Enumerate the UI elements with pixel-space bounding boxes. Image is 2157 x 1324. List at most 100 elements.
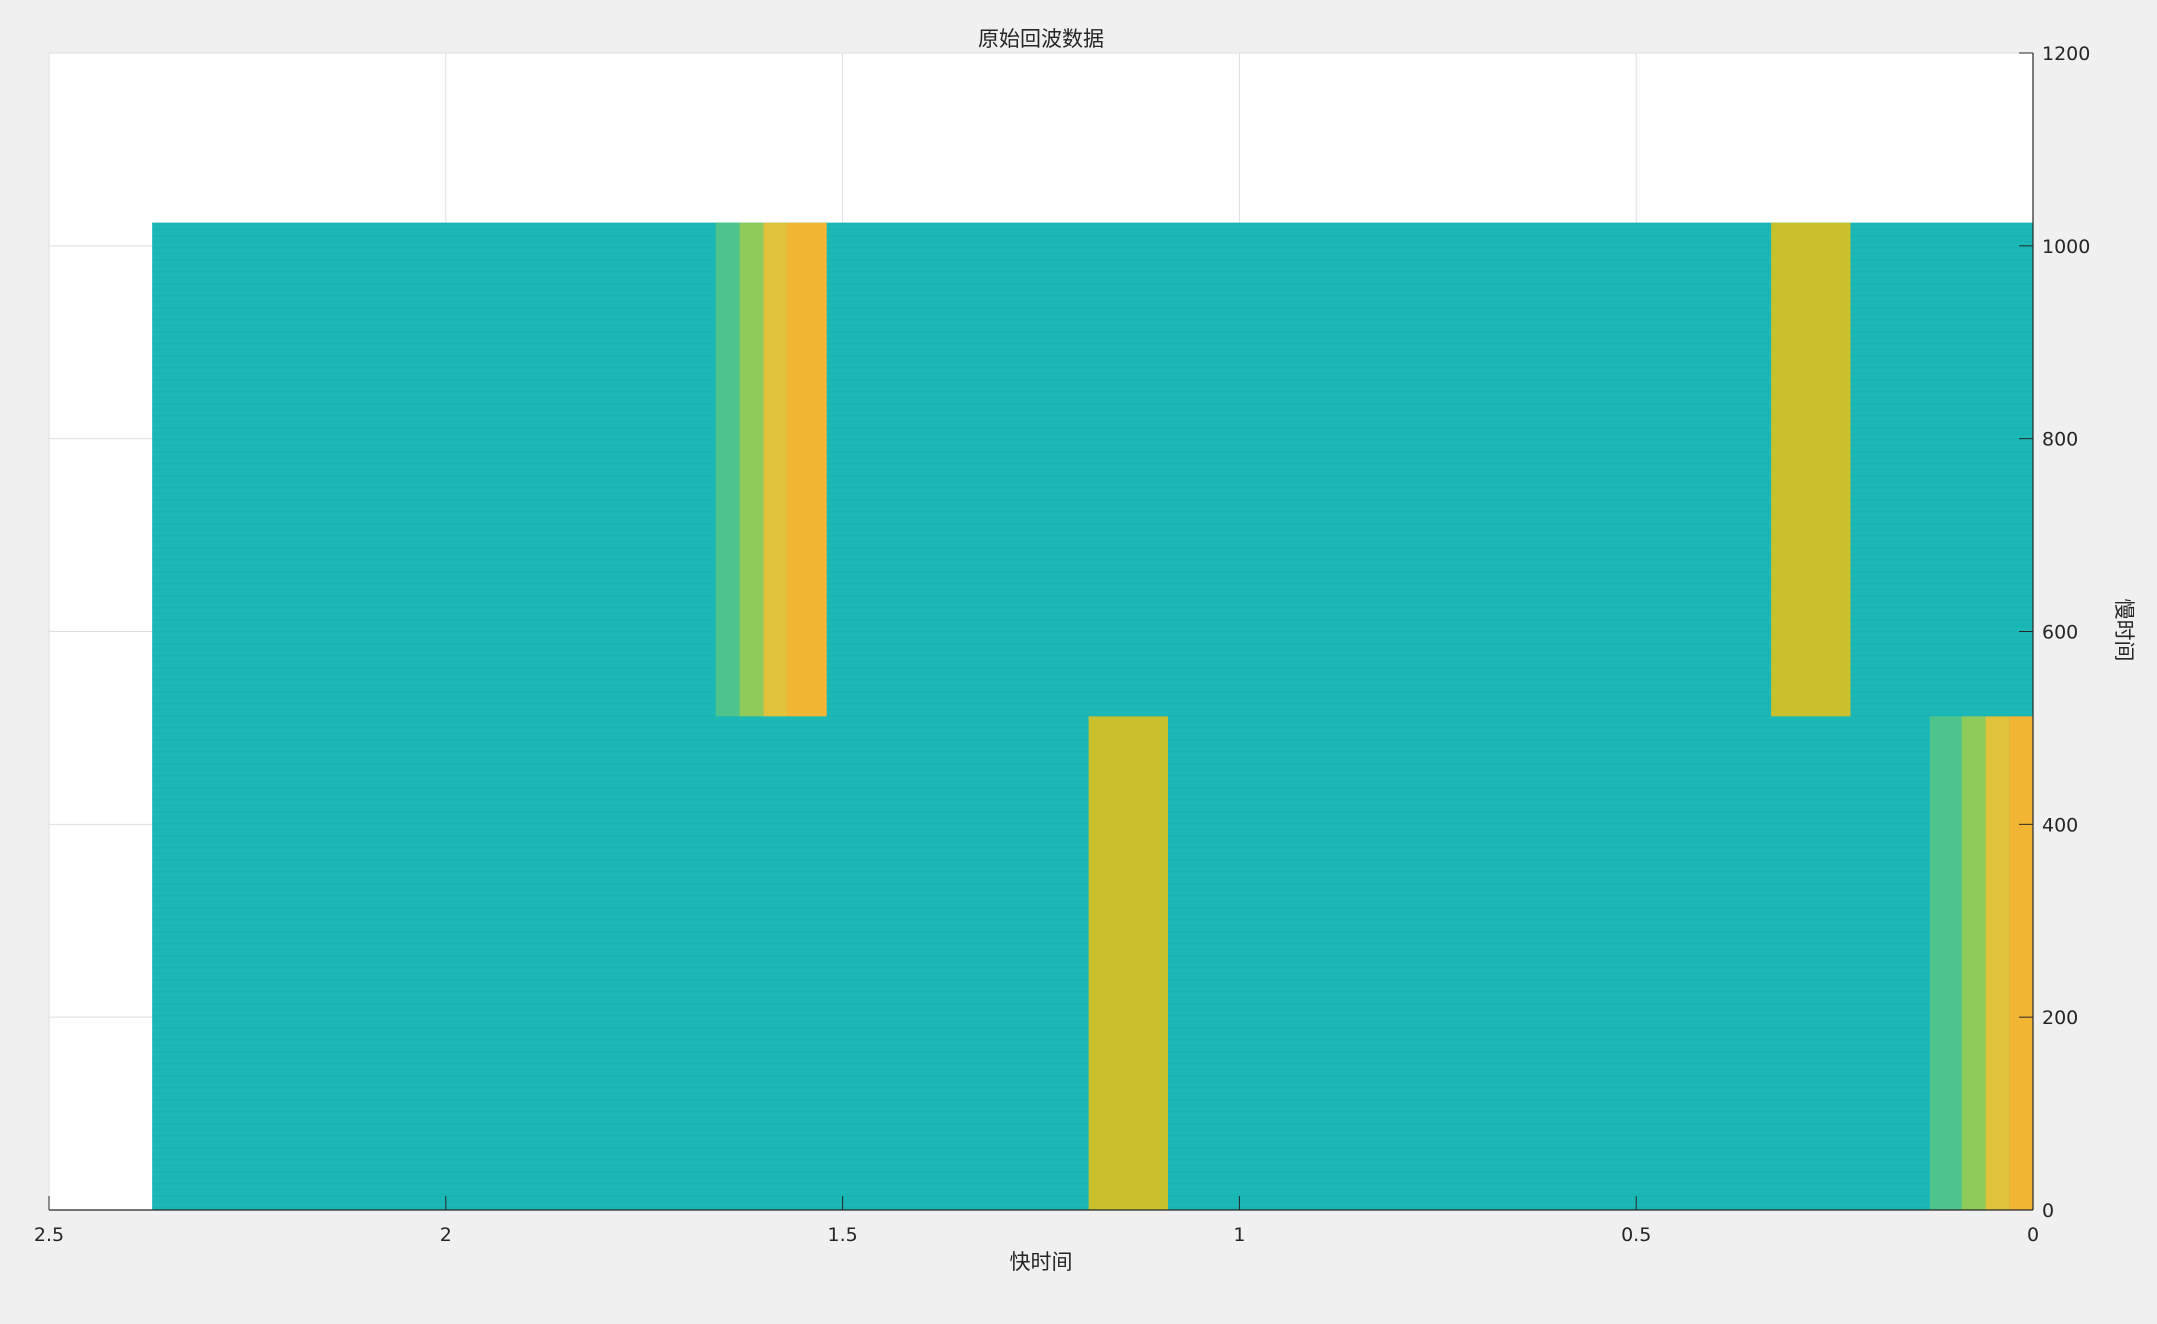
y-tick-label: 400 [2042,814,2078,836]
heatmap-row-stripe [152,456,2034,459]
heatmap-row-stripe [152,468,2034,471]
x-axis-label: 快时间 [1010,1250,1073,1274]
heatmap-row-stripe [152,528,2034,531]
heatmap-row-stripe [152,480,2034,483]
heatmap-row-stripe [152,594,2034,597]
echo-band [763,222,788,717]
heatmap-row-stripe [152,540,2034,543]
heatmap-row-stripe [152,336,2034,339]
heatmap-row-stripe [152,576,2034,579]
heatmap-row-stripe [152,666,2034,669]
heatmap-row-stripe [152,234,2034,237]
heatmap-row-stripe [152,624,2034,627]
heatmap-row-stripe [152,498,2034,501]
heatmap-row-stripe [152,396,2034,399]
heatmap-row-stripe [152,714,2034,717]
heatmap-row-stripe [152,678,2034,681]
heatmap-row-stripe [152,384,2034,387]
heatmap-row-stripe [152,294,2034,297]
y-tick-label: 600 [2042,622,2078,644]
heatmap-row-stripe [152,546,2034,549]
echo-band [1771,222,1851,717]
heatmap-row-stripe [152,252,2034,255]
echo-band [1961,716,1986,1210]
chart-title: 原始回波数据 [978,27,1104,51]
heatmap-row-stripe [152,702,2034,705]
heatmap-row-stripe [152,474,2034,477]
heatmap-row-stripe [152,558,2034,561]
plot-area[interactable]: 2.5 2 1.5 1 0.5 00 200 400 600 800 1000 1200 [34,43,2090,1246]
heatmap-row-stripe [152,522,2034,525]
heatmap-row-stripe [152,462,2034,465]
heatmap-row-stripe [152,606,2034,609]
heatmap-row-stripe [152,654,2034,657]
x-tick-label: 2 [440,1224,452,1246]
heatmap-row-stripe [152,486,2034,489]
heatmap-row-stripe [152,246,2034,249]
heatmap-row-stripe [152,264,2034,267]
heatmap-row-stripe [152,270,2034,273]
heatmap-row-stripe [152,690,2034,693]
heatmap-row-stripe [152,408,2034,411]
y-tick-label: 1200 [2042,43,2090,65]
echo-band [1929,716,1962,1210]
heatmap-row-stripe [152,300,2034,303]
heatmap-row-stripe [152,228,2034,231]
heatmap-row-stripe [152,258,2034,261]
heatmap-row-stripe [152,492,2034,495]
heatmap-row-stripe [152,672,2034,675]
heatmap-row-stripe [152,312,2034,315]
echo-band [1985,716,2010,1210]
heatmap-row-stripe [152,534,2034,537]
heatmap-row-stripe [152,426,2034,429]
echo-band [1088,716,1168,1210]
heatmap-row-stripe [152,342,2034,345]
heatmap-row-stripe [152,282,2034,285]
heatmap-row-stripe [152,660,2034,663]
heatmap-row-stripe [152,444,2034,447]
heatmap-row-stripe [152,516,2034,519]
heatmap-row-stripe [152,414,2034,417]
x-tick-label: 0 [2027,1224,2039,1246]
heatmap-row-stripe [152,642,2034,645]
heatmap-row-stripe [152,288,2034,291]
heatmap-row-stripe [152,354,2034,357]
heatmap-row-stripe [152,390,2034,393]
heatmap-row-stripe [152,582,2034,585]
echo-band [2009,716,2033,1210]
heatmap-row-stripe [152,450,2034,453]
heatmap-row-stripe [152,432,2034,435]
heatmap-row-stripe [152,570,2034,573]
x-tick-label: 1.5 [827,1224,857,1246]
heatmap-row-stripe [152,240,2034,243]
heatmap-row-stripe [152,318,2034,321]
heatmap-row-stripe [152,696,2034,699]
heatmap-row-stripe [152,378,2034,381]
heatmap-row-stripe [152,348,2034,351]
echo-band [715,222,740,717]
heatmap-row-stripe [152,612,2034,615]
heatmap-row-stripe [152,708,2034,711]
heatmap-row-stripe [152,324,2034,327]
heatmap-row-stripe [152,684,2034,687]
heatmap-row-stripe [152,600,2034,603]
y-tick-label: 200 [2042,1007,2078,1029]
y-tick-label: 0 [2042,1200,2054,1222]
heatmap-row-stripe [152,306,2034,309]
heatmap-row-stripe [152,588,2034,591]
heatmap-row-stripe [152,372,2034,375]
heatmap-row-stripe [152,222,2034,225]
heatmap-row-stripe [152,402,2034,405]
heatmap-row-stripe [152,510,2034,513]
heatmap-row-stripe [152,366,2034,369]
heatmap-row-stripe [152,630,2034,633]
heatmap-row-stripe [152,276,2034,279]
heatmap-row-stripe [152,360,2034,363]
heatmap-row-stripe [152,504,2034,507]
heatmap-row-stripe [152,618,2034,621]
heatmap-row-stripe [152,330,2034,333]
y-tick-label: 1000 [2042,236,2090,258]
heatmap-row-stripe [152,648,2034,651]
x-tick-label: 0.5 [1621,1224,1651,1246]
